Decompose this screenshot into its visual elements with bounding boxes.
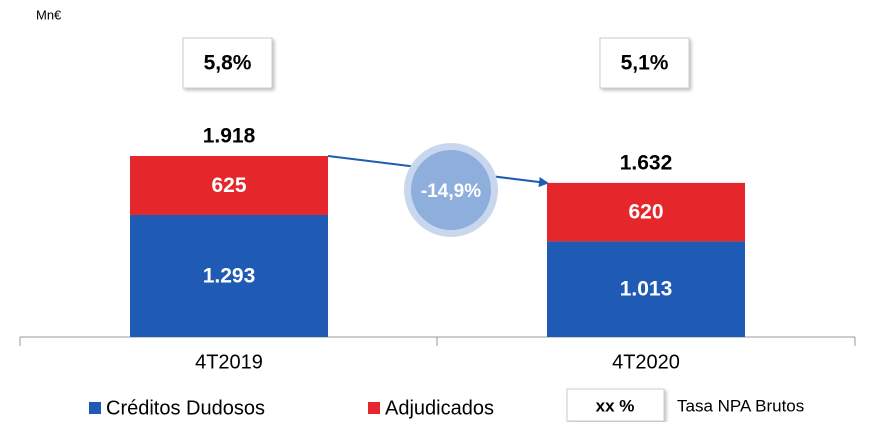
rate-box <box>599 37 690 89</box>
data-label: 1.293 <box>203 265 256 288</box>
total-label: 1.632 <box>620 152 673 175</box>
legend-label: Créditos Dudosos <box>106 397 265 419</box>
rate-box <box>182 37 273 89</box>
bar-segment <box>547 182 745 242</box>
unit-label: Mn€ <box>36 7 62 22</box>
legend-swatch <box>89 402 101 414</box>
total-label: 1.918 <box>203 125 256 148</box>
legend-rate-box-text: xx % <box>596 396 635 415</box>
change-circle <box>411 150 491 230</box>
data-label: 625 <box>211 174 246 197</box>
legend-swatch <box>368 402 380 414</box>
change-label: -14,9% <box>421 181 481 202</box>
legend-rate-box <box>566 388 665 422</box>
data-label: 1.013 <box>620 278 673 301</box>
bar-segment <box>130 156 328 215</box>
x-tick-label: 4T2019 <box>195 351 263 373</box>
legend-rate-label: Tasa NPA Brutos <box>677 396 804 415</box>
bar-segment <box>130 214 328 337</box>
rate-label: 5,8% <box>204 52 252 75</box>
rate-label: 5,1% <box>621 52 669 75</box>
legend-label: Adjudicados <box>385 397 494 419</box>
x-tick-label: 4T2020 <box>612 351 680 373</box>
bar-segment <box>547 241 745 337</box>
data-label: 620 <box>628 201 663 224</box>
